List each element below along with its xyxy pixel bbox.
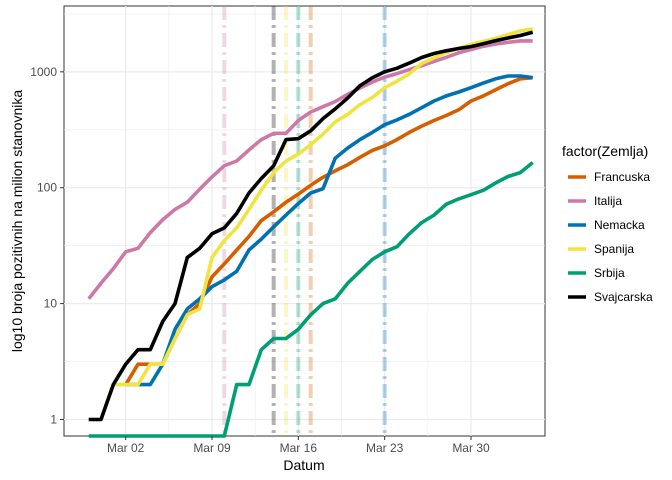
panel-background bbox=[63, 5, 546, 437]
series-line-svajcarska bbox=[88, 30, 534, 422]
legend-label-srbija: Srbija bbox=[594, 266, 625, 280]
x-tick-label: Mar 02 bbox=[107, 441, 145, 455]
legend-label-svajcarska: Svajcarska bbox=[594, 290, 653, 304]
y-tick-label: 10 bbox=[44, 297, 58, 311]
x-tick-label: Mar 09 bbox=[193, 441, 231, 455]
legend-title: factor(Zemlja) bbox=[562, 143, 648, 159]
y-tick-label: 1 bbox=[50, 412, 57, 426]
y-axis: 1 10 100 1000 bbox=[30, 65, 64, 426]
series-line-nemacka bbox=[125, 74, 533, 387]
series-line-italija bbox=[87, 39, 533, 300]
event-lines bbox=[222, 6, 387, 436]
y-axis-title: log10 broja pozitivnih na milion stanovn… bbox=[9, 90, 25, 352]
series-line-srbija bbox=[88, 161, 534, 438]
x-axis-title: Datum bbox=[283, 457, 324, 473]
legend-label-nemacka: Nemacka bbox=[594, 218, 645, 232]
legend: factor(Zemlja) Francuska Italija Nemacka Sp… bbox=[562, 143, 653, 304]
x-tick-label: Mar 30 bbox=[452, 441, 490, 455]
legend-label-spanija: Spanija bbox=[594, 242, 634, 256]
y-tick-label: 1000 bbox=[30, 65, 57, 79]
legend-label-italija: Italija bbox=[594, 194, 622, 208]
y-tick-label: 100 bbox=[37, 181, 57, 195]
x-tick-label: Mar 16 bbox=[280, 441, 318, 455]
legend-label-francuska: Francuska bbox=[594, 170, 650, 184]
series-lines bbox=[87, 27, 534, 438]
x-tick-label: Mar 23 bbox=[366, 441, 404, 455]
x-axis: Mar 02 Mar 09 Mar 16 Mar 23 Mar 30 bbox=[107, 436, 490, 455]
